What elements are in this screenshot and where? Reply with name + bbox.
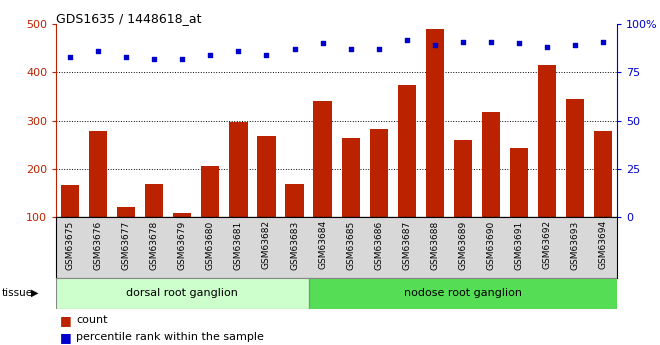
Text: GSM63687: GSM63687	[402, 220, 411, 270]
Bar	[285, 184, 304, 266]
Text: GSM63679: GSM63679	[178, 220, 187, 270]
Text: GSM63680: GSM63680	[206, 220, 215, 270]
Point	[121, 54, 131, 60]
Point	[177, 56, 187, 62]
Bar	[173, 214, 191, 266]
Bar	[426, 29, 444, 266]
Bar	[538, 65, 556, 266]
Text: GSM63691: GSM63691	[514, 220, 523, 270]
Bar	[314, 101, 332, 266]
Text: ■: ■	[59, 331, 71, 344]
Point	[457, 39, 468, 44]
Bar	[201, 166, 220, 266]
Bar	[510, 148, 528, 266]
Text: GSM63689: GSM63689	[458, 220, 467, 270]
Text: GSM63686: GSM63686	[374, 220, 383, 270]
Text: GSM63683: GSM63683	[290, 220, 299, 270]
Text: GSM63678: GSM63678	[150, 220, 159, 270]
Bar	[594, 131, 612, 266]
Point	[374, 47, 384, 52]
Text: GDS1635 / 1448618_at: GDS1635 / 1448618_at	[56, 12, 201, 25]
Bar	[482, 112, 500, 266]
Point	[205, 52, 216, 58]
Text: tissue: tissue	[1, 288, 32, 298]
Bar	[61, 185, 79, 266]
Text: GSM63690: GSM63690	[486, 220, 496, 270]
Text: GSM63693: GSM63693	[570, 220, 579, 270]
Text: GSM63684: GSM63684	[318, 220, 327, 269]
Point	[401, 37, 412, 42]
Text: dorsal root ganglion: dorsal root ganglion	[126, 288, 238, 298]
Point	[289, 47, 300, 52]
Bar	[309, 278, 617, 309]
Text: GSM63694: GSM63694	[599, 220, 608, 269]
Text: nodose root ganglion: nodose root ganglion	[404, 288, 522, 298]
Point	[149, 56, 160, 62]
Bar	[453, 140, 472, 266]
Text: ▶: ▶	[31, 288, 38, 298]
Point	[345, 47, 356, 52]
Point	[513, 41, 524, 46]
Bar	[370, 129, 388, 266]
Point	[486, 39, 496, 44]
Point	[542, 45, 552, 50]
Text: GSM63688: GSM63688	[430, 220, 440, 270]
Text: ■: ■	[59, 314, 71, 327]
Point	[598, 39, 609, 44]
Text: GSM63682: GSM63682	[262, 220, 271, 269]
Point	[570, 43, 580, 48]
Text: GSM63692: GSM63692	[543, 220, 552, 269]
Bar	[341, 138, 360, 266]
Text: count: count	[76, 315, 108, 325]
Point	[93, 48, 104, 54]
Bar	[89, 131, 108, 266]
Point	[317, 41, 328, 46]
Bar	[397, 85, 416, 266]
Bar	[566, 99, 584, 266]
Text: GSM63675: GSM63675	[65, 220, 75, 270]
Point	[233, 48, 244, 54]
Text: GSM63676: GSM63676	[94, 220, 103, 270]
Point	[261, 52, 272, 58]
Bar	[229, 122, 248, 266]
Point	[430, 43, 440, 48]
Text: percentile rank within the sample: percentile rank within the sample	[76, 333, 264, 342]
Bar	[56, 278, 309, 309]
Bar	[117, 207, 135, 266]
Text: GSM63677: GSM63677	[121, 220, 131, 270]
Point	[65, 54, 75, 60]
Text: GSM63681: GSM63681	[234, 220, 243, 270]
Bar	[145, 184, 164, 266]
Bar	[257, 136, 276, 266]
Text: GSM63685: GSM63685	[346, 220, 355, 270]
